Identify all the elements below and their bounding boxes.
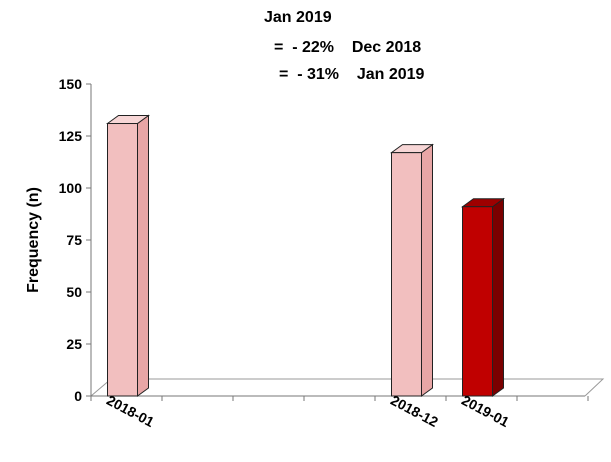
floor-plane (90, 378, 605, 397)
y-tick-label: 25 (66, 336, 82, 352)
chart-floor (90, 378, 605, 397)
chart-title: Jan 2019 = - 22% Dec 2018 = - 31% Jan 20… (264, 9, 425, 83)
bar-side (137, 114, 149, 397)
bar-front (107, 123, 138, 397)
bar-2018-01 (105, 114, 151, 397)
y-axis: 0 25 50 75 100 125 150 (59, 76, 589, 404)
bar-front (462, 206, 493, 397)
bar-front (391, 152, 422, 397)
x-axis-labels: 2018-01 2018-12 2019-01 (104, 392, 512, 430)
y-tick-label: 100 (59, 180, 83, 196)
title-line-2: = - 22% Dec 2018 (274, 39, 421, 56)
bar-2018-12 (389, 143, 435, 397)
y-tick-label: 125 (59, 128, 83, 144)
x-category-label: 2019-01 (459, 392, 512, 430)
y-tick-label: 0 (74, 388, 82, 404)
y-axis-title: Frequency (n) (25, 187, 42, 293)
bar-side (421, 143, 433, 397)
x-category-label: 2018-01 (104, 392, 157, 430)
y-tick-label: 150 (59, 76, 83, 92)
bars (105, 114, 506, 397)
y-tick-label: 75 (66, 232, 82, 248)
title-line-3: = - 31% Jan 2019 (279, 66, 425, 83)
y-tick-label: 50 (66, 284, 82, 300)
x-category-label: 2018-12 (388, 392, 441, 430)
bar-2019-01 (460, 197, 506, 397)
bar-side (492, 197, 504, 397)
title-line-1: Jan 2019 (264, 9, 332, 26)
